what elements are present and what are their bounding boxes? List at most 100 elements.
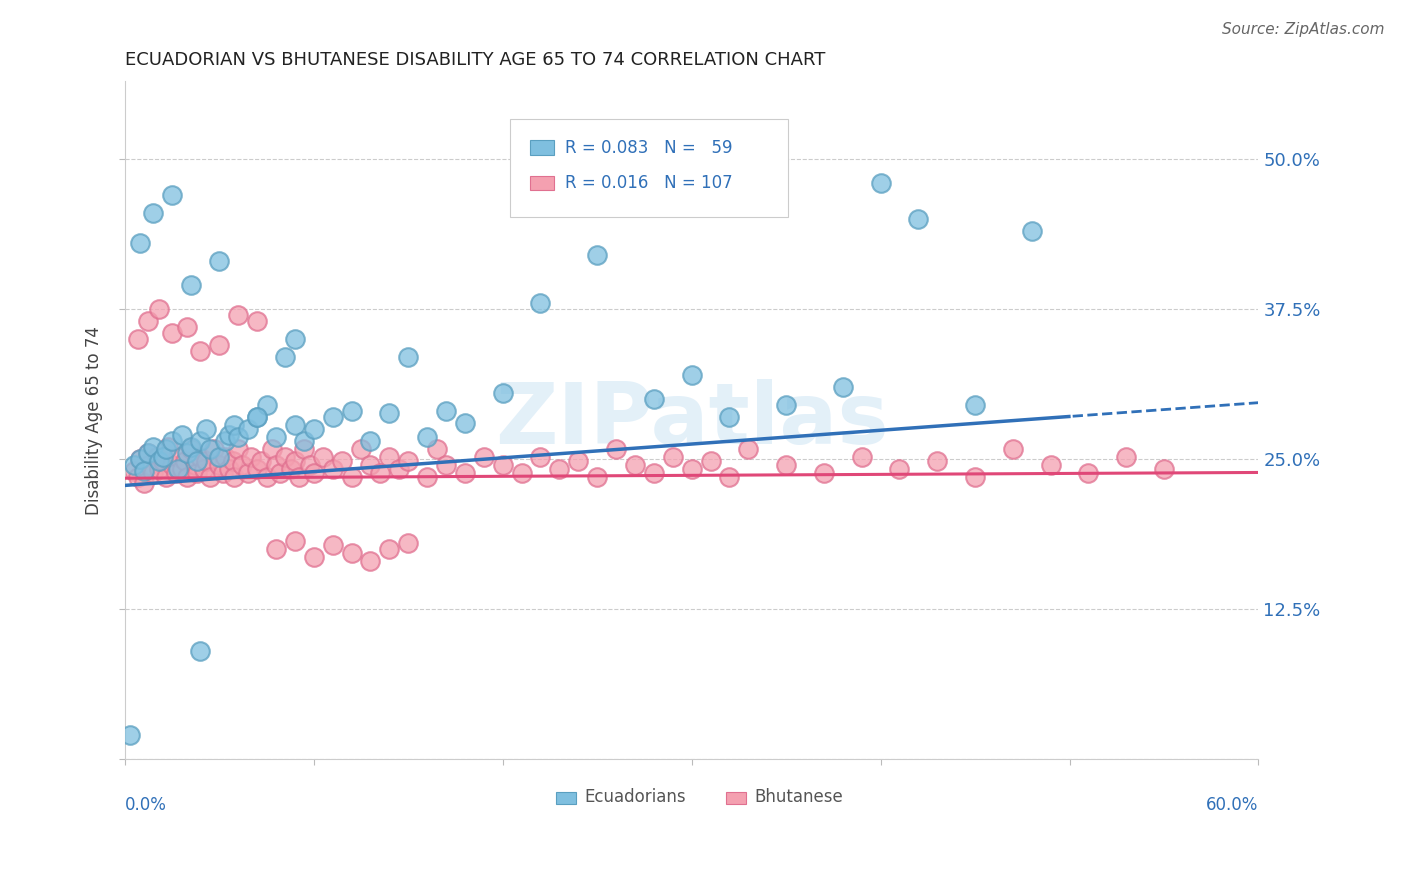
Point	[269, 467, 291, 481]
Point	[963, 470, 986, 484]
Point	[195, 422, 218, 436]
Text: Bhutanese: Bhutanese	[754, 788, 842, 805]
Point	[148, 454, 170, 468]
FancyBboxPatch shape	[510, 119, 787, 217]
Point	[214, 434, 236, 448]
Point	[284, 533, 307, 548]
Point	[416, 430, 439, 444]
Point	[148, 461, 170, 475]
Point	[160, 188, 183, 202]
Point	[1021, 224, 1043, 238]
Point	[1115, 450, 1137, 464]
Text: Source: ZipAtlas.com: Source: ZipAtlas.com	[1222, 22, 1385, 37]
Text: R = 0.016   N = 107: R = 0.016 N = 107	[565, 174, 733, 192]
Point	[256, 470, 278, 484]
Point	[280, 461, 302, 475]
Point	[152, 450, 174, 464]
Point	[176, 320, 198, 334]
Point	[287, 470, 309, 484]
Point	[129, 236, 152, 251]
Point	[927, 454, 949, 468]
Point	[1001, 442, 1024, 457]
Point	[492, 458, 515, 472]
Point	[142, 440, 165, 454]
Point	[292, 434, 315, 448]
Point	[681, 461, 703, 475]
Point	[262, 442, 284, 457]
Point	[198, 470, 221, 484]
Point	[193, 461, 215, 475]
Point	[132, 475, 155, 490]
Point	[302, 422, 325, 436]
Point	[378, 450, 401, 464]
Point	[624, 458, 647, 472]
Point	[586, 470, 609, 484]
Point	[190, 644, 212, 658]
Y-axis label: Disability Age 65 to 74: Disability Age 65 to 74	[86, 326, 103, 515]
Point	[246, 314, 269, 328]
Point	[132, 464, 155, 478]
Point	[396, 454, 419, 468]
Point	[359, 458, 381, 472]
Point	[174, 454, 197, 468]
Point	[226, 430, 249, 444]
Point	[274, 450, 297, 464]
Point	[221, 454, 243, 468]
Point	[186, 454, 208, 468]
Point	[359, 554, 381, 568]
Point	[330, 454, 353, 468]
Point	[359, 434, 381, 448]
Point	[699, 454, 721, 468]
Point	[136, 446, 159, 460]
Point	[138, 458, 160, 472]
Point	[170, 428, 193, 442]
Point	[396, 536, 419, 550]
Point	[907, 212, 929, 227]
Point	[340, 545, 363, 559]
Point	[146, 450, 169, 464]
Point	[176, 470, 198, 484]
Point	[202, 442, 225, 457]
Point	[129, 452, 152, 467]
Point	[643, 392, 665, 406]
Text: ECUADORIAN VS BHUTANESE DISABILITY AGE 65 TO 74 CORRELATION CHART: ECUADORIAN VS BHUTANESE DISABILITY AGE 6…	[125, 51, 825, 69]
Point	[284, 454, 307, 468]
Point	[396, 350, 419, 364]
Point	[322, 410, 344, 425]
Point	[718, 410, 741, 425]
Point	[152, 454, 174, 468]
Point	[378, 407, 401, 421]
Point	[190, 344, 212, 359]
Point	[302, 467, 325, 481]
Point	[256, 398, 278, 412]
Point	[292, 442, 315, 457]
Point	[889, 461, 911, 475]
Point	[426, 442, 449, 457]
Point	[529, 450, 551, 464]
Point	[212, 467, 235, 481]
Point	[340, 404, 363, 418]
Point	[378, 541, 401, 556]
Point	[226, 442, 249, 457]
Point	[548, 461, 571, 475]
Point	[208, 450, 231, 464]
Point	[1039, 458, 1062, 472]
Point	[208, 338, 231, 352]
Point	[831, 380, 853, 394]
Point	[416, 470, 439, 484]
Point	[340, 470, 363, 484]
Point	[775, 458, 797, 472]
Point	[813, 467, 835, 481]
Point	[148, 302, 170, 317]
Point	[208, 254, 231, 268]
Point	[661, 450, 683, 464]
Point	[529, 296, 551, 310]
Point	[388, 461, 411, 475]
Point	[136, 446, 159, 460]
Point	[218, 428, 240, 442]
Text: R = 0.083   N =   59: R = 0.083 N = 59	[565, 139, 733, 157]
Point	[186, 467, 208, 481]
Point	[198, 442, 221, 457]
Point	[224, 470, 246, 484]
Point	[492, 386, 515, 401]
